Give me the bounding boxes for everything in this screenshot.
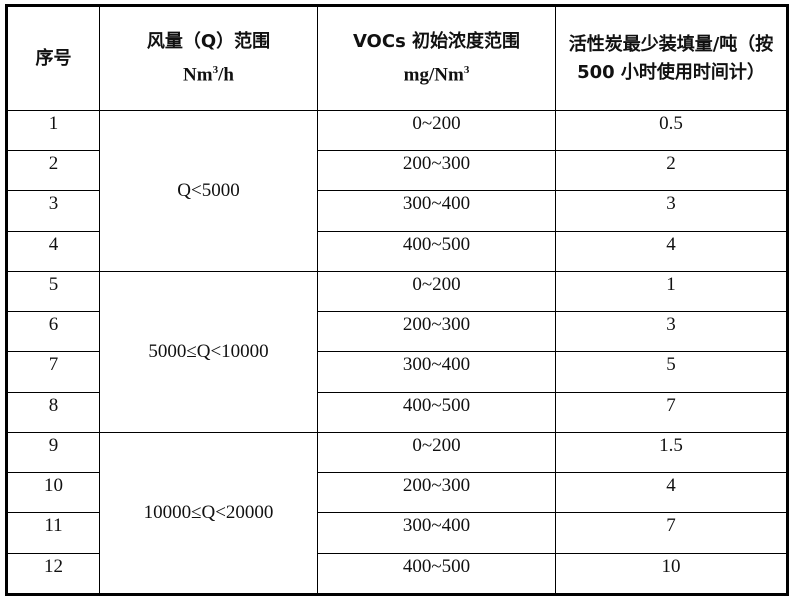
unit-sup: 3 — [212, 63, 219, 76]
cell-voc-range: 0~200 — [317, 109, 556, 152]
cell-voc-range: 300~400 — [317, 512, 556, 554]
unit-base: mg/Nm — [403, 64, 464, 86]
cell-voc-range: 0~200 — [317, 270, 556, 313]
cell-index: 4 — [6, 230, 100, 272]
table-row: 2 200~300 2 — [6, 150, 788, 192]
unit-base: Nm — [183, 64, 213, 86]
header-flow-unit: Nm3/h — [100, 56, 317, 89]
unit-sup: 3 — [463, 63, 470, 76]
table-row: 6 200~300 3 — [6, 311, 788, 353]
cell-carbon-amount: 3 — [555, 190, 788, 232]
cell-voc-range: 400~500 — [317, 391, 556, 433]
cell-voc-range: 300~400 — [317, 351, 556, 393]
table-row: 3 300~400 3 — [6, 190, 788, 232]
header-row: 序号 风量（Q）范围 Nm3/h VOCs 初始浓度范围 mg/Nm3 活性炭最… — [6, 5, 788, 111]
cell-flow-range: Q<5000 — [99, 110, 318, 272]
cell-index: 10 — [6, 472, 100, 514]
cell-voc-range: 200~300 — [317, 311, 556, 353]
cell-index: 11 — [6, 512, 100, 554]
header-index: 序号 — [6, 5, 100, 111]
cell-voc-range: 300~400 — [317, 190, 556, 232]
cell-index: 7 — [6, 351, 100, 393]
cell-index: 1 — [6, 109, 100, 152]
cell-index: 8 — [6, 391, 100, 433]
header-voc-unit: mg/Nm3 — [318, 56, 555, 89]
cell-voc-range: 200~300 — [317, 150, 556, 192]
cell-flow-range: 10000≤Q<20000 — [99, 431, 318, 596]
unit-suffix: /h — [218, 64, 234, 86]
table-row: 1 Q<5000 0~200 0.5 — [6, 109, 788, 272]
cell-carbon-amount: 10 — [555, 552, 788, 596]
cell-carbon-amount: 1 — [555, 270, 788, 313]
header-voc-line1: VOCs 初始浓度范围 — [352, 30, 521, 52]
table-row: 11 300~400 7 — [6, 512, 788, 554]
cell-voc-range: 200~300 — [317, 472, 556, 514]
cell-index: 3 — [6, 190, 100, 232]
cell-index: 6 — [6, 311, 100, 353]
cell-index: 2 — [6, 150, 100, 192]
table-row: 8 400~500 7 — [6, 391, 788, 433]
cell-voc-range: 400~500 — [317, 230, 556, 272]
cell-carbon-amount: 2 — [555, 150, 788, 192]
table-row: 9 10000≤Q<20000 0~200 1.5 — [6, 431, 788, 596]
cell-index: 5 — [6, 270, 100, 313]
header-carbon: 活性炭最少装填量/吨（按 500 小时使用时间计） — [555, 5, 788, 111]
cell-voc-range: 0~200 — [317, 431, 556, 474]
cell-carbon-amount: 3 — [555, 311, 788, 353]
cell-voc-range: 400~500 — [317, 552, 556, 596]
cell-carbon-amount: 4 — [555, 230, 788, 272]
table-row: 4 400~500 4 — [6, 230, 788, 272]
cell-carbon-amount: 1.5 — [555, 431, 788, 474]
cell-carbon-amount: 7 — [555, 512, 788, 554]
cell-index: 12 — [6, 552, 100, 596]
activated-carbon-table: 序号 风量（Q）范围 Nm3/h VOCs 初始浓度范围 mg/Nm3 活性炭最… — [5, 4, 789, 596]
cell-carbon-amount: 7 — [555, 391, 788, 433]
header-flow-line1: 风量（Q）范围 — [146, 30, 271, 52]
cell-carbon-amount: 5 — [555, 351, 788, 393]
table-row: 7 300~400 5 — [6, 351, 788, 393]
header-voc: VOCs 初始浓度范围 mg/Nm3 — [317, 5, 556, 111]
cell-index: 9 — [6, 431, 100, 474]
header-flow: 风量（Q）范围 Nm3/h — [99, 5, 318, 111]
table-row: 10 200~300 4 — [6, 472, 788, 514]
cell-flow-range: 5000≤Q<10000 — [99, 270, 318, 433]
cell-carbon-amount: 4 — [555, 472, 788, 514]
table-row: 5 5000≤Q<10000 0~200 1 — [6, 270, 788, 433]
table-row: 12 400~500 10 — [6, 552, 788, 596]
cell-carbon-amount: 0.5 — [555, 109, 788, 152]
